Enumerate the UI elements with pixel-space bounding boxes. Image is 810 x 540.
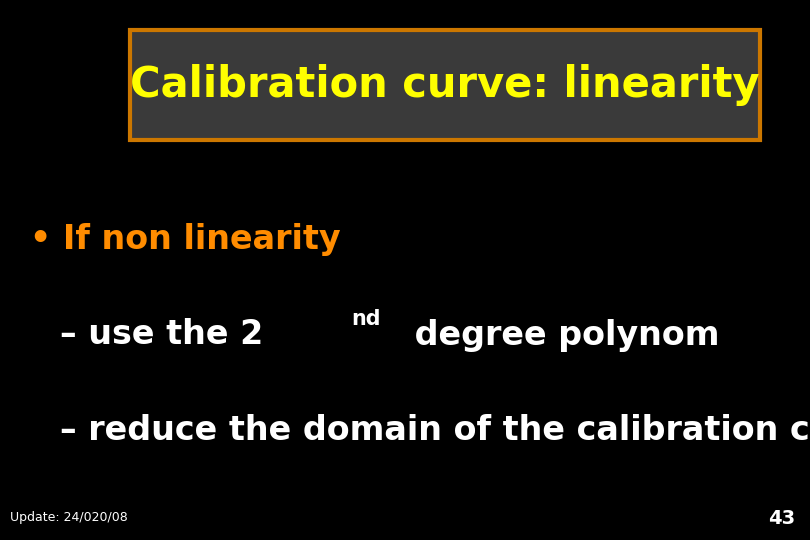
- Text: nd: nd: [351, 309, 381, 329]
- Text: – use the 2: – use the 2: [60, 319, 263, 352]
- Text: – reduce the domain of the calibration curve: – reduce the domain of the calibration c…: [60, 414, 810, 447]
- FancyBboxPatch shape: [130, 30, 760, 140]
- Text: 43: 43: [768, 509, 795, 528]
- Text: • If non linearity: • If non linearity: [30, 224, 341, 256]
- Text: Update: 24/020/08: Update: 24/020/08: [10, 511, 128, 524]
- Text: degree polynom: degree polynom: [403, 319, 719, 352]
- Text: Calibration curve: linearity: Calibration curve: linearity: [130, 64, 760, 106]
